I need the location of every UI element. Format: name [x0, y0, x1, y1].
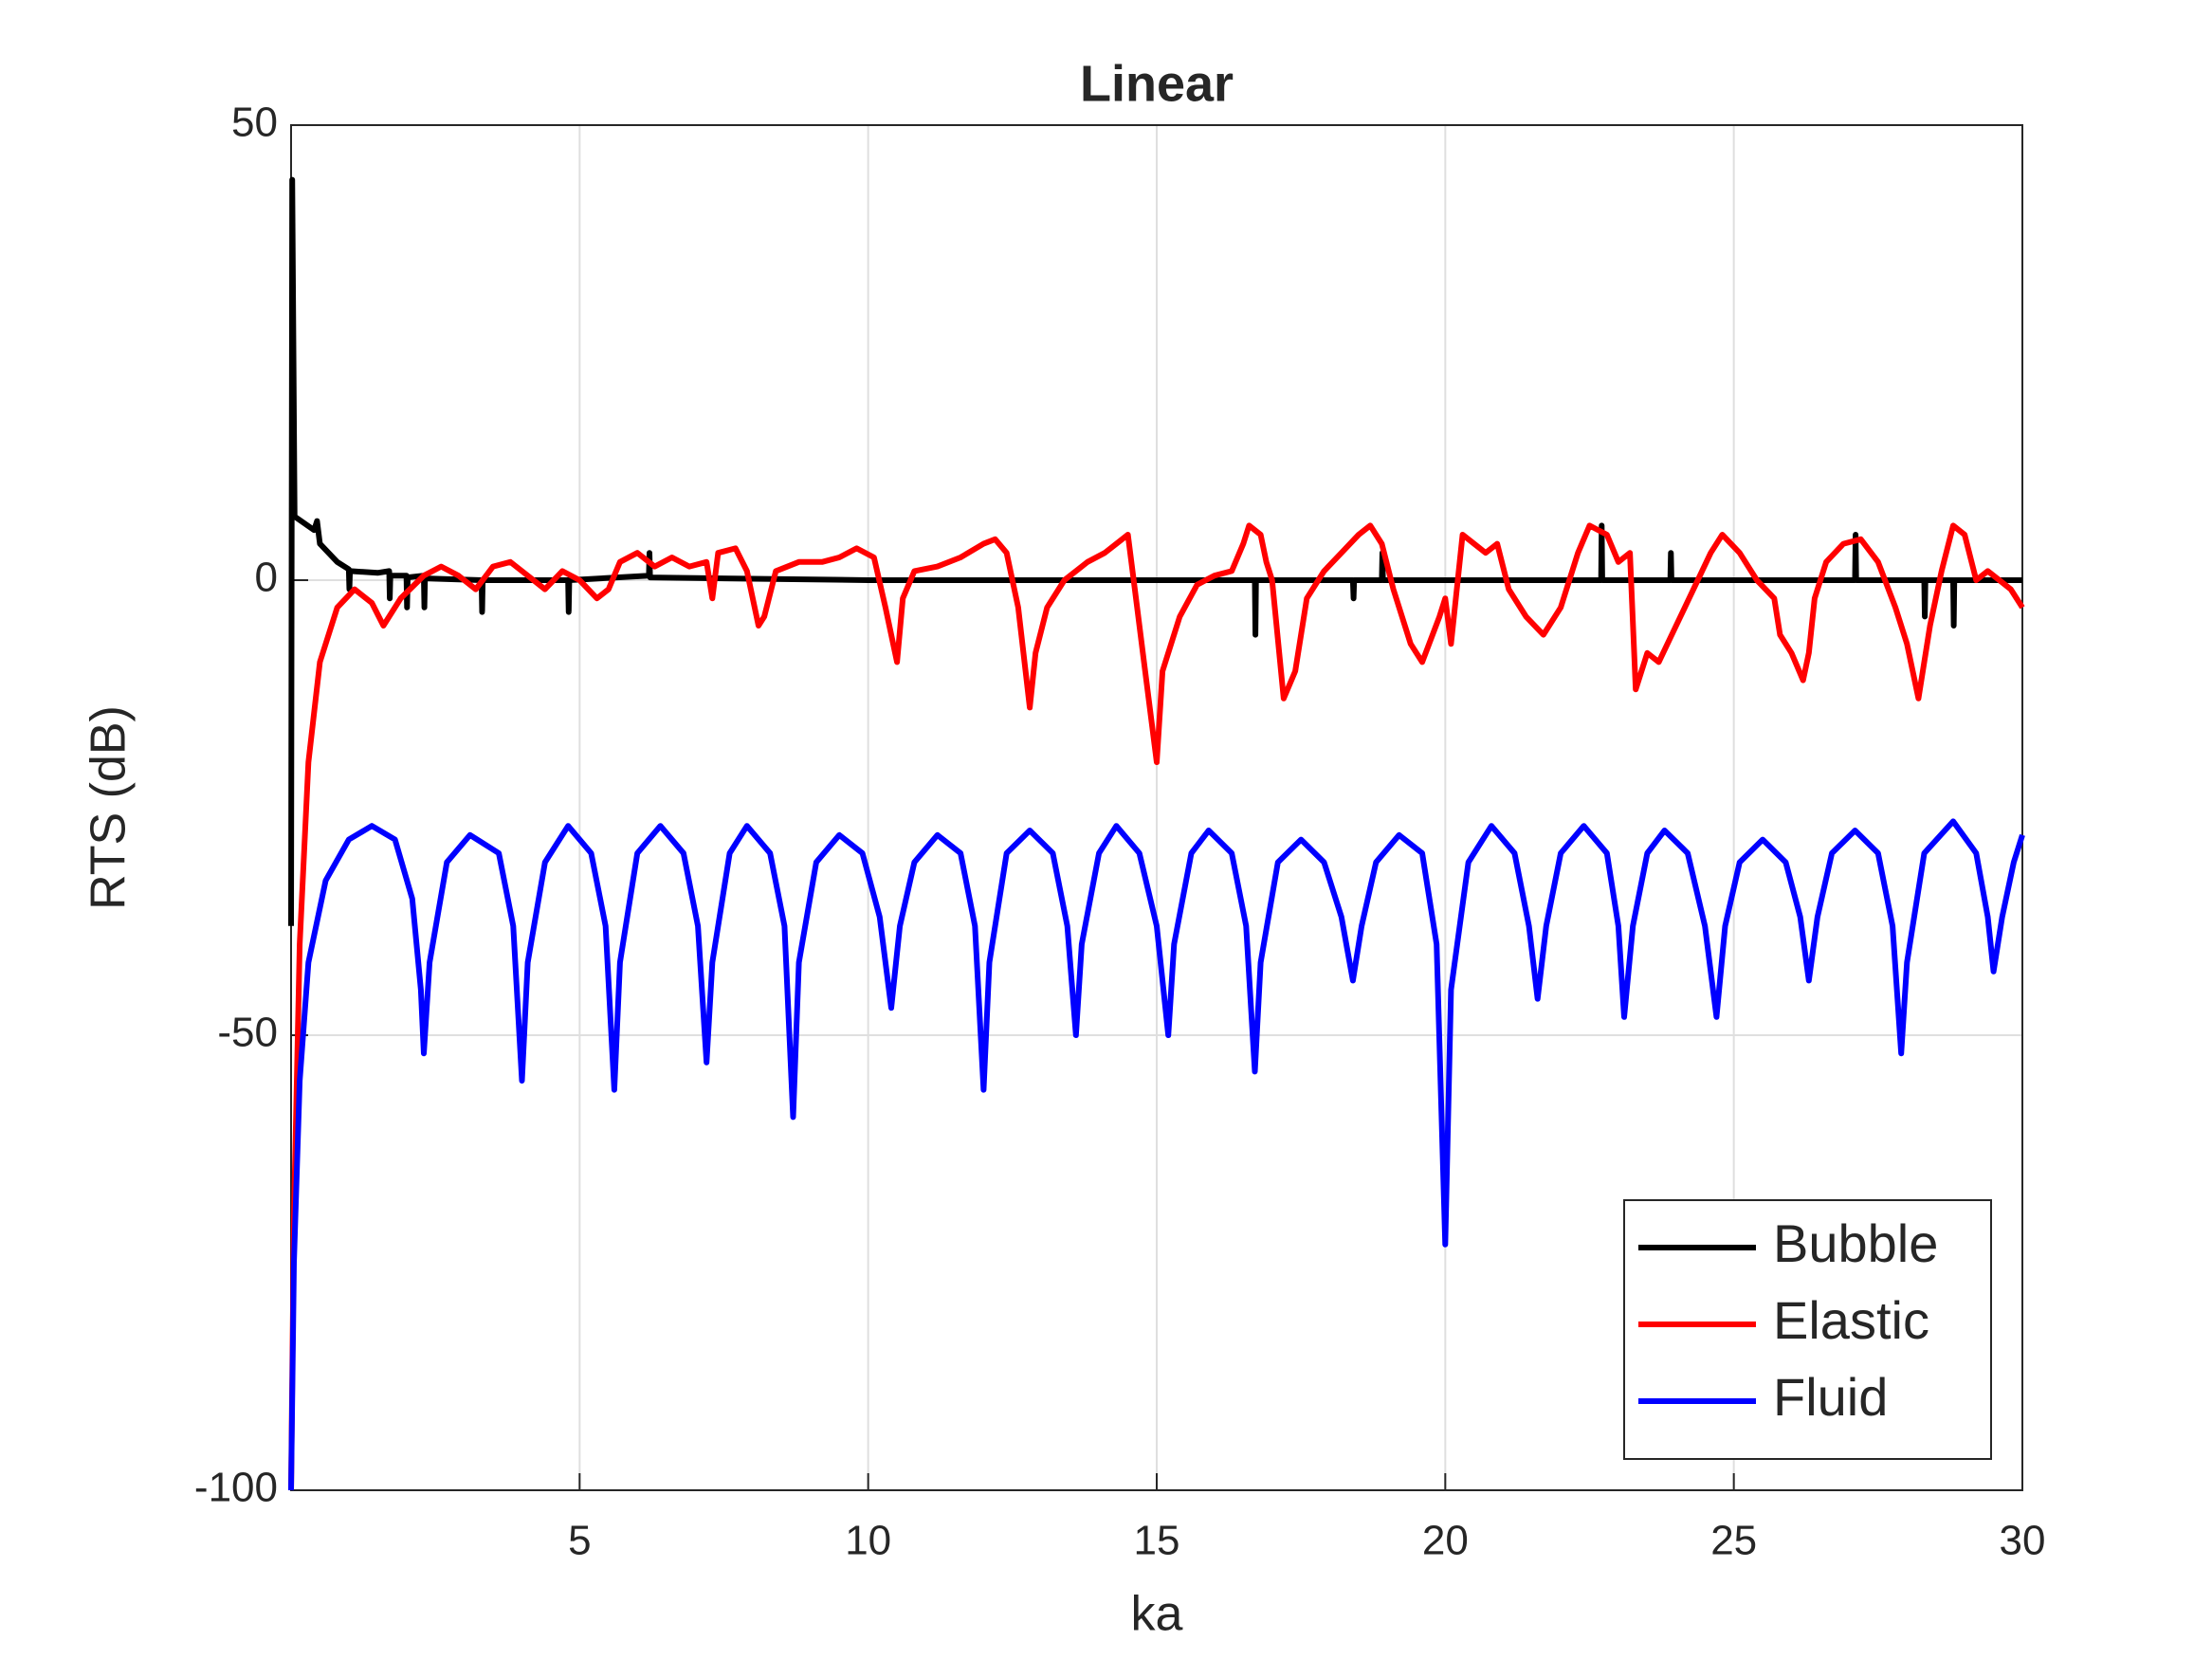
- chart-title: Linear: [1080, 55, 1234, 112]
- series-line: [288, 818, 2025, 1491]
- y-axis-label: RTS (dB): [82, 705, 137, 910]
- y-tick-label: -100: [194, 1465, 278, 1511]
- series-line: [288, 522, 2025, 1491]
- x-tick-label: 30: [2000, 1518, 2046, 1564]
- y-tick-label: -50: [217, 1010, 278, 1056]
- x-tick-label: 25: [1710, 1518, 1757, 1564]
- y-tick-label: 50: [231, 100, 278, 146]
- x-axis-label: ka: [1131, 1587, 1183, 1642]
- x-tick-label: 5: [568, 1518, 591, 1564]
- legend-label: Bubble: [1773, 1213, 1938, 1273]
- y-tick-label: 0: [255, 555, 278, 601]
- x-tick-label: 10: [845, 1518, 891, 1564]
- legend-label: Fluid: [1773, 1367, 1888, 1427]
- x-tick-label: 15: [1134, 1518, 1180, 1564]
- x-tick-label: 20: [1422, 1518, 1469, 1564]
- legend-label: Elastic: [1773, 1290, 1929, 1350]
- legend-box: [1623, 1199, 1992, 1460]
